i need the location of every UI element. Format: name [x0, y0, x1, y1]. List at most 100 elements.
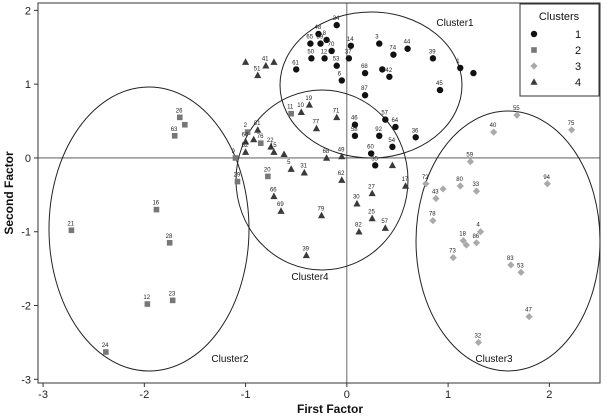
point-cluster-4 — [270, 192, 278, 200]
point-cluster-2 — [153, 206, 160, 213]
point-cluster-3 — [422, 180, 430, 188]
point-cluster-2 — [232, 155, 239, 161]
cluster1-ellipse — [279, 11, 463, 159]
point-cluster-4 — [280, 150, 288, 158]
point-label: 57 — [381, 111, 388, 117]
point-label: 86 — [472, 234, 479, 240]
y-tick-label: -1 — [21, 227, 31, 239]
point-label: 39 — [429, 49, 436, 55]
point-label: 65 — [306, 35, 313, 41]
legend-marker-3 — [530, 62, 538, 70]
point-cluster-2 — [176, 114, 183, 121]
point-label: 49 — [338, 147, 345, 153]
point-cluster-1 — [372, 162, 379, 169]
point-label: 45 — [436, 81, 443, 87]
point-cluster-3 — [472, 187, 481, 195]
point-cluster-4 — [381, 224, 389, 231]
point-cluster-3 — [507, 261, 515, 269]
point-cluster-3 — [490, 128, 498, 136]
point-cluster-4 — [302, 251, 310, 259]
x-axis-title: First Factor — [297, 402, 363, 416]
point-label: 40 — [490, 123, 497, 129]
point-label: 15 — [270, 143, 277, 149]
y-axis-title: Second Factor — [2, 151, 16, 235]
point-cluster-2 — [103, 349, 109, 355]
y-tick-label: -3 — [21, 374, 31, 386]
point-label: 14 — [347, 37, 354, 43]
point-cluster-1 — [308, 55, 315, 62]
point-cluster-3 — [466, 158, 474, 166]
point-cluster-1 — [376, 40, 383, 47]
point-label: 43 — [432, 190, 439, 196]
point-cluster-1 — [323, 36, 330, 44]
point-cluster-3 — [474, 338, 483, 347]
point-label: 41 — [262, 57, 269, 63]
legend-marker-2 — [531, 47, 537, 53]
point-cluster-4 — [300, 168, 308, 176]
point-label: 64 — [242, 133, 249, 139]
cluster-label-4: Cluster4 — [291, 272, 329, 283]
point-label: 46 — [351, 116, 358, 122]
point-cluster-3 — [568, 126, 576, 134]
point-label: 71 — [333, 108, 340, 114]
point-cluster-1 — [328, 47, 335, 55]
reference-lines — [38, 3, 600, 383]
legend-entry-1: 1 — [575, 29, 581, 41]
point-label: 79 — [318, 207, 325, 213]
point-cluster-4 — [277, 207, 285, 214]
point-label: 34 — [333, 16, 340, 22]
point-cluster-1 — [404, 45, 411, 52]
legend-marker-4 — [530, 78, 538, 85]
point-cluster-1 — [382, 116, 389, 123]
point-label: 8 — [323, 31, 327, 37]
point-label: 76 — [257, 134, 264, 140]
cluster3-ellipse — [415, 110, 601, 372]
cluster-label-3: Cluster3 — [475, 354, 513, 365]
point-cluster-1 — [379, 66, 386, 73]
point-cluster-2 — [171, 133, 178, 139]
point-label: 81 — [254, 121, 261, 127]
point-label: 24 — [102, 343, 109, 349]
point-label: 72 — [422, 175, 429, 181]
point-cluster-3 — [429, 217, 437, 225]
point-label: 62 — [338, 171, 345, 177]
point-cluster-3 — [432, 194, 440, 203]
point-label: 12 — [143, 295, 150, 301]
point-label: 2 — [244, 123, 248, 129]
point-label: 31 — [300, 164, 307, 170]
point-label: 47 — [525, 308, 532, 314]
point-label: 44 — [404, 40, 411, 46]
point-label: 30 — [353, 195, 360, 201]
data-points — [68, 21, 576, 355]
point-label: 6 — [338, 71, 342, 77]
point-cluster-1 — [429, 55, 437, 62]
point-cluster-4 — [322, 154, 331, 161]
point-cluster-1 — [293, 66, 300, 73]
point-cluster-1 — [317, 40, 324, 47]
point-cluster-1 — [345, 55, 353, 62]
x-tick-label: 2 — [546, 389, 552, 401]
point-label: 33 — [472, 182, 479, 188]
point-cluster-1 — [361, 92, 369, 99]
point-cluster-1 — [315, 30, 322, 38]
x-tick-label: -1 — [241, 389, 251, 401]
point-label: 22 — [267, 138, 274, 144]
point-label: 60 — [367, 145, 374, 151]
point-cluster-4 — [262, 61, 270, 69]
point-cluster-4 — [368, 214, 376, 222]
point-label: 39 — [302, 246, 309, 252]
point-cluster-1 — [333, 21, 340, 29]
point-label: 54 — [388, 138, 395, 144]
point-label: 61 — [292, 60, 299, 66]
point-label: 1 — [456, 59, 460, 65]
point-cluster-2 — [169, 297, 176, 304]
point-cluster-4 — [355, 227, 363, 235]
point-cluster-4 — [250, 135, 258, 143]
point-label: 51 — [254, 66, 261, 72]
point-cluster-1 — [367, 150, 375, 157]
point-cluster-1 — [386, 73, 393, 80]
point-label: 77 — [312, 119, 319, 125]
point-label: 36 — [412, 128, 419, 134]
point-cluster-1 — [307, 40, 314, 47]
point-cluster-4 — [254, 71, 262, 79]
